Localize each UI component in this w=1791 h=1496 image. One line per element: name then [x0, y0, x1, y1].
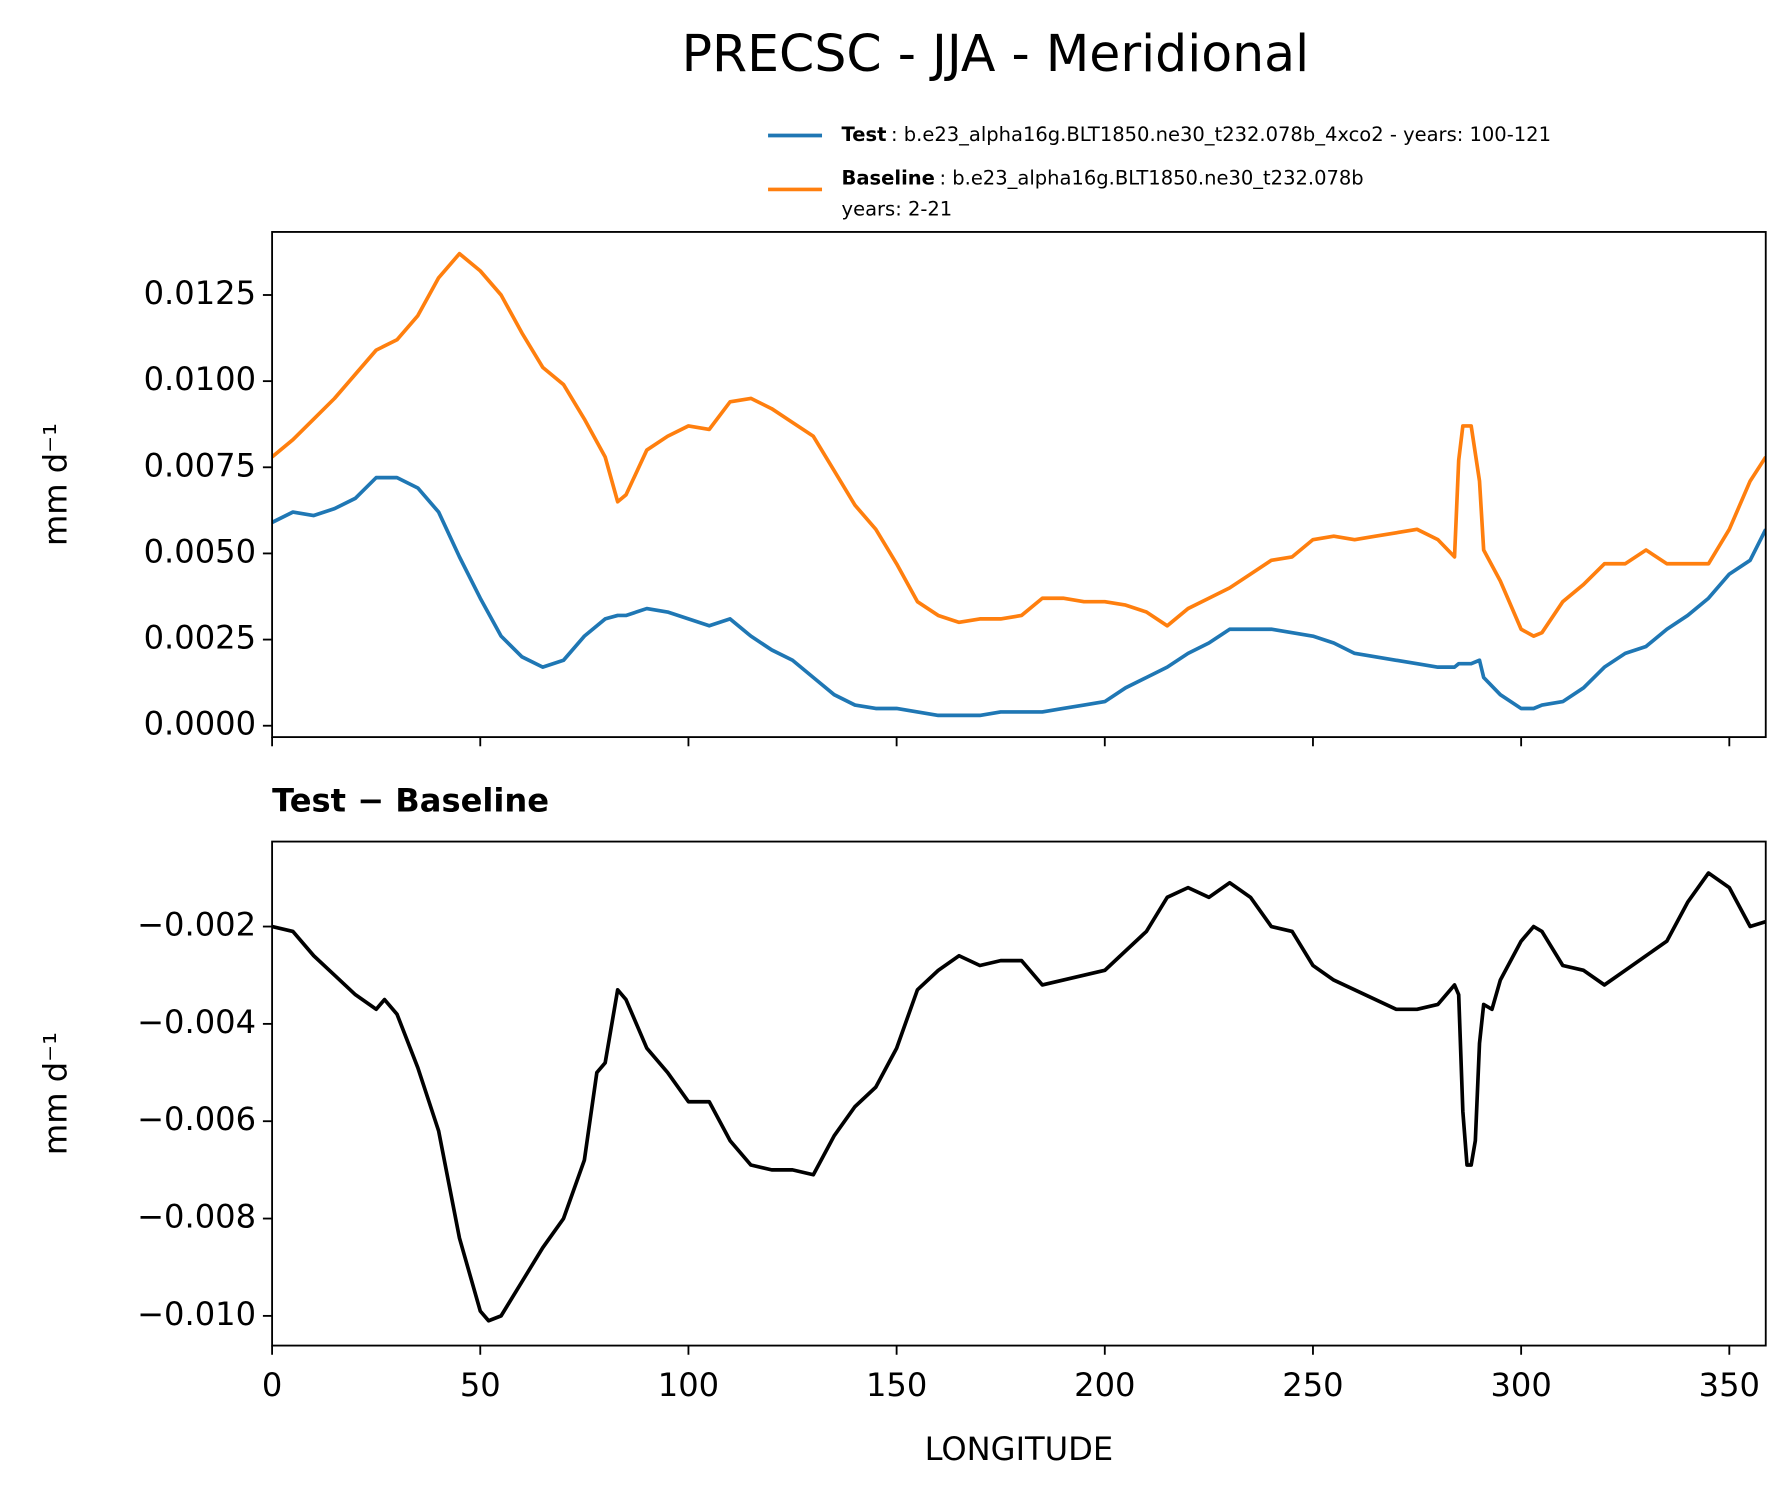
y-tick-label: −0.008 [137, 1198, 256, 1236]
x-tick-label: 200 [1074, 1366, 1135, 1404]
y-tick-label: 0.0000 [144, 705, 256, 743]
x-axis-label: LONGITUDE [925, 1430, 1114, 1468]
x-tick-label: 50 [460, 1366, 501, 1404]
x-tick-label: 100 [658, 1366, 719, 1404]
x-tick-label: 350 [1699, 1366, 1760, 1404]
y-tick-label: 0.0025 [144, 619, 256, 657]
x-tick-label: 250 [1282, 1366, 1343, 1404]
legend-name: Test [842, 123, 887, 146]
y-tick-label: −0.006 [137, 1100, 256, 1138]
plot-frame [271, 840, 1767, 1347]
y-tick-label: 0.0075 [144, 446, 256, 484]
plot-frame [271, 231, 1767, 739]
y-tick-label: −0.002 [137, 906, 256, 944]
y-tick-label: −0.004 [137, 1003, 256, 1041]
y-tick-label: 0.0050 [144, 532, 256, 570]
data-line [272, 251, 1766, 638]
panel-title: Test − Baseline [272, 782, 549, 820]
y-tick-label: 0.0100 [144, 360, 256, 398]
y-tick-label: 0.0125 [144, 274, 256, 312]
data-line [272, 475, 1766, 718]
x-tick-label: 0 [262, 1366, 282, 1404]
legend-text: : b.e23_alpha16g.BLT1850.ne30_t232.078b_… [891, 123, 1551, 146]
y-axis-label: mm d⁻¹ [36, 423, 74, 546]
legend-name: Baseline [842, 167, 935, 190]
legend-text: years: 2-21 [842, 198, 953, 221]
y-axis-label: mm d⁻¹ [36, 1032, 74, 1155]
chart-title: PRECSC - JJA - Meridional [682, 24, 1310, 83]
x-tick-label: 300 [1490, 1366, 1551, 1404]
data-line [272, 871, 1766, 1323]
legend-text: : b.e23_alpha16g.BLT1850.ne30_t232.078b [939, 167, 1363, 190]
y-tick-label: −0.010 [137, 1295, 256, 1333]
x-tick-label: 150 [866, 1366, 927, 1404]
